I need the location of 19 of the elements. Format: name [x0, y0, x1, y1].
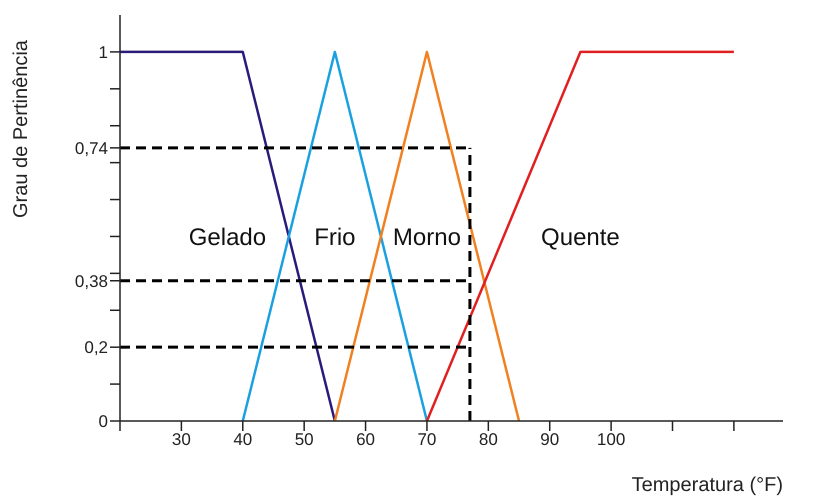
- x-tick-label: 30: [172, 430, 191, 450]
- x-tick-label: 80: [478, 430, 498, 450]
- series-label: Frio: [314, 224, 356, 251]
- series-label: Gelado: [188, 224, 266, 251]
- y-tick-label: 0,38: [74, 272, 108, 291]
- y-tick-label: 1: [98, 42, 108, 62]
- y-tick-label: 0: [98, 412, 108, 432]
- x-tick-label: 60: [356, 430, 376, 450]
- x-tick-label: 70: [417, 430, 436, 450]
- x-tick-label: 40: [233, 430, 252, 450]
- x-tick-label: 100: [596, 430, 626, 450]
- x-tick-label: 50: [294, 430, 314, 450]
- series-label: Quente: [541, 224, 620, 251]
- y-tick-label: 0,2: [84, 338, 108, 358]
- y-axis-title: Grau de Pertinência: [10, 39, 32, 218]
- x-tick-label: 90: [540, 430, 560, 450]
- x-axis-title: Temperatura (°F): [632, 474, 783, 496]
- y-tick-label: 0,74: [74, 138, 108, 158]
- series-label: Morno: [392, 224, 461, 251]
